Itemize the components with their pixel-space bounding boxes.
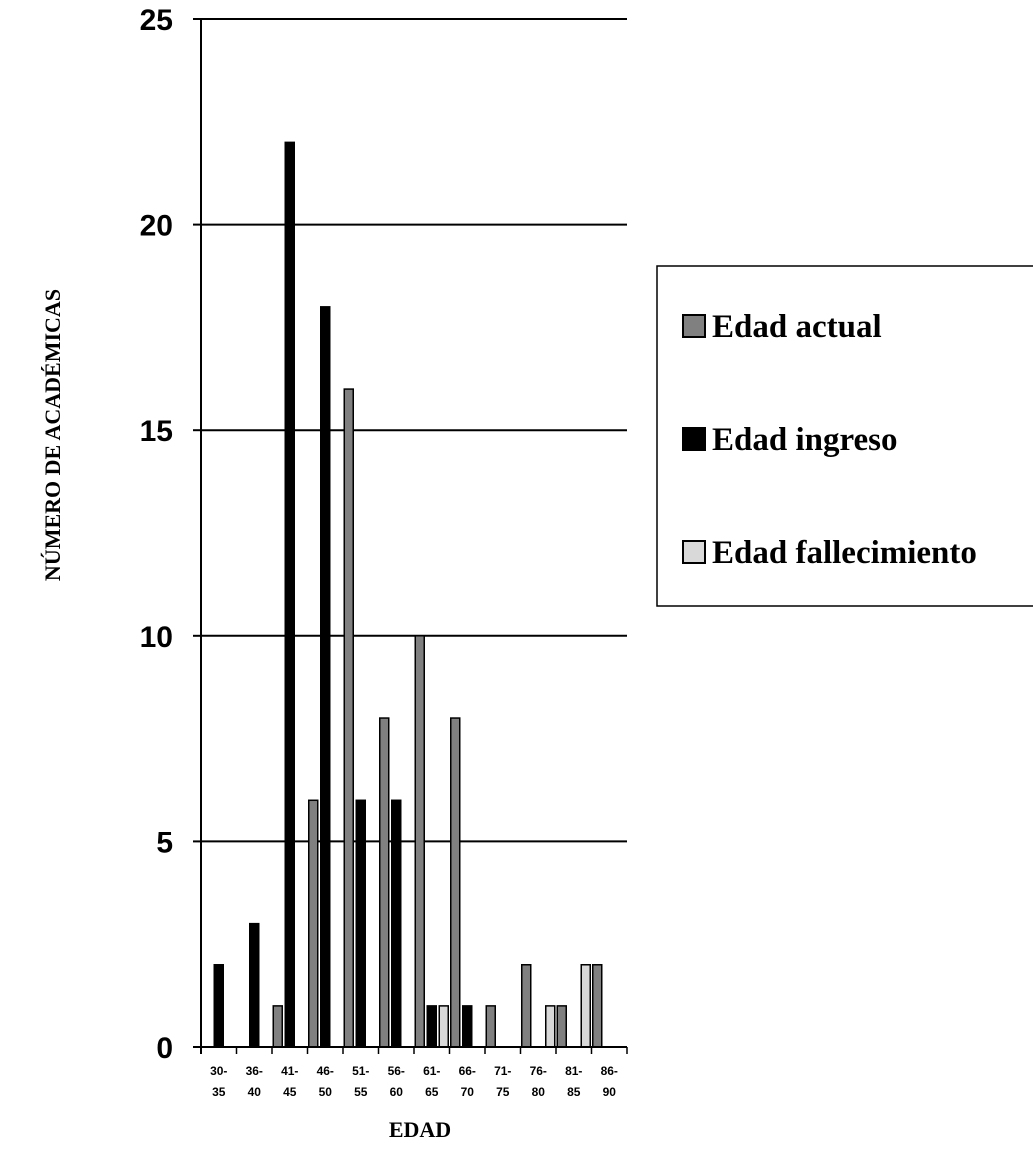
legend: Edad actual Edad ingreso Edad fallecimient… xyxy=(656,265,1033,607)
axes xyxy=(193,18,628,1054)
bar-edad-actual xyxy=(556,1005,567,1048)
y-tick-label: 10 xyxy=(140,621,173,654)
bar-edad-actual xyxy=(450,717,461,1048)
bar-edad-ingreso xyxy=(391,799,402,1048)
legend-label: Edad ingreso xyxy=(712,422,898,458)
bar-edad-ingreso xyxy=(462,1005,473,1048)
y-axis-title: NÚMERO DE ACADÉMICAS xyxy=(40,289,65,581)
x-tick-label: 56-60 xyxy=(388,1064,405,1099)
legend-label: Edad actual xyxy=(712,309,882,345)
x-tick-label: 36-40 xyxy=(246,1064,263,1099)
bar-edad-fallecimiento xyxy=(580,964,591,1048)
legend-box xyxy=(656,265,1033,607)
tick-labels: 0 5 10 15 20 25 30-35 36-40 41-45 46-50 51-55 56-60… xyxy=(140,4,618,1099)
gridlines xyxy=(201,18,627,843)
x-tick-label: 66-70 xyxy=(459,1064,476,1099)
legend-swatch xyxy=(682,314,706,338)
bar-edad-fallecimiento xyxy=(438,1005,449,1048)
x-tick-label: 76-80 xyxy=(530,1064,547,1099)
x-tick-label: 30-35 xyxy=(210,1064,227,1099)
legend-items: Edad actual Edad ingreso Edad fallecimient… xyxy=(682,309,977,571)
x-tick-label: 51-55 xyxy=(352,1064,369,1099)
legend-label: Edad fallecimiento xyxy=(712,535,977,571)
y-tick-label: 5 xyxy=(156,826,173,859)
x-tick-label: 46-50 xyxy=(317,1064,334,1099)
bar-edad-ingreso xyxy=(284,141,295,1048)
legend-swatch xyxy=(682,427,706,451)
y-tick-label: 25 xyxy=(140,4,173,37)
x-tick-label: 41-45 xyxy=(281,1064,298,1099)
x-tick-label: 61-65 xyxy=(423,1064,440,1099)
bar-edad-actual xyxy=(592,964,603,1048)
x-tick-label: 86-90 xyxy=(601,1064,618,1099)
x-tick-label: 71-75 xyxy=(494,1064,511,1099)
legend-swatch xyxy=(682,540,706,564)
x-axis-title: EDAD xyxy=(389,1117,451,1142)
bar-edad-actual xyxy=(343,388,354,1048)
bar-edad-ingreso xyxy=(213,964,224,1048)
bar-edad-actual xyxy=(521,964,532,1048)
y-tick-label: 20 xyxy=(140,210,173,243)
bar-edad-actual xyxy=(414,635,425,1048)
bar-edad-actual xyxy=(485,1005,496,1048)
y-tick-label: 15 xyxy=(140,415,173,448)
bar-edad-ingreso xyxy=(426,1005,437,1048)
bar-edad-ingreso xyxy=(320,306,331,1048)
bar-edad-actual xyxy=(308,799,319,1048)
y-tick-label: 0 xyxy=(156,1032,173,1065)
bar-edad-actual xyxy=(272,1005,283,1048)
bar-edad-fallecimiento xyxy=(545,1005,556,1048)
bar-edad-actual xyxy=(379,717,390,1048)
bars xyxy=(213,141,603,1048)
bar-edad-ingreso xyxy=(249,922,260,1048)
bar-edad-ingreso xyxy=(355,799,366,1048)
x-tick-label: 81-85 xyxy=(565,1064,582,1099)
